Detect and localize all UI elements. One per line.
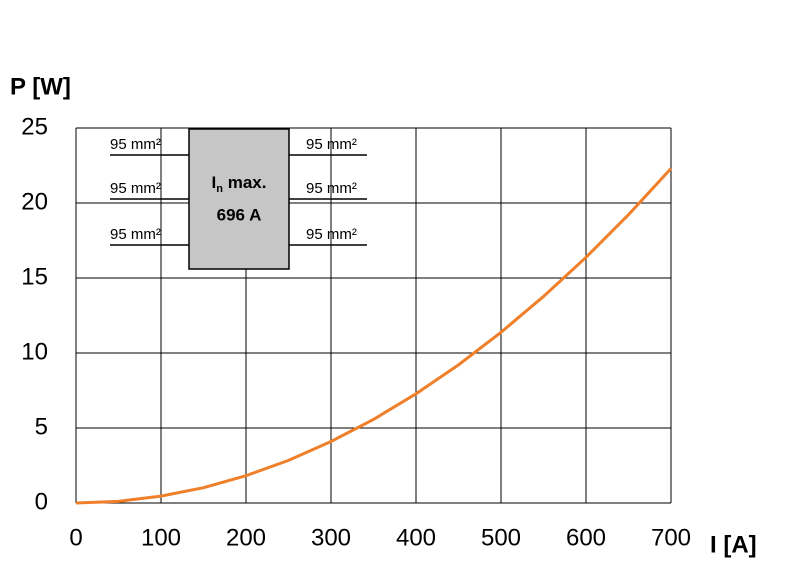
y-tick-label: 5 (35, 413, 48, 440)
x-tick-label: 500 (481, 524, 521, 551)
rest: max. (223, 173, 266, 192)
wire-label: 95 mm² (306, 226, 357, 243)
wire-label: 95 mm² (110, 226, 161, 243)
symbol: I (212, 173, 217, 192)
x-tick-label: 300 (311, 524, 351, 551)
x-tick-label: 200 (226, 524, 266, 551)
y-axis-label: P [W] (10, 73, 71, 100)
y-tick-label: 15 (21, 263, 48, 290)
inset-box (188, 128, 290, 270)
wire-label: 95 mm² (110, 136, 161, 153)
inset-title: In max. (212, 173, 267, 194)
x-tick-label: 100 (141, 524, 181, 551)
inset-rating: 696 A (217, 205, 262, 224)
wire-label: 95 mm² (306, 180, 357, 197)
y-tick-label: 0 (35, 488, 48, 515)
subscript: n (216, 183, 223, 195)
x-tick-label: 0 (69, 524, 82, 551)
wire-label: 95 mm² (306, 136, 357, 153)
y-tick-label: 20 (21, 188, 48, 215)
y-tick-label: 10 (21, 338, 48, 365)
x-axis-label: I [A] (710, 531, 757, 558)
data-line (75, 167, 673, 505)
x-tick-label: 400 (396, 524, 436, 551)
y-tick-label: 25 (21, 113, 48, 140)
wire-label: 95 mm² (110, 180, 161, 197)
x-tick-label: 600 (566, 524, 606, 551)
x-tick-label: 700 (651, 524, 691, 551)
